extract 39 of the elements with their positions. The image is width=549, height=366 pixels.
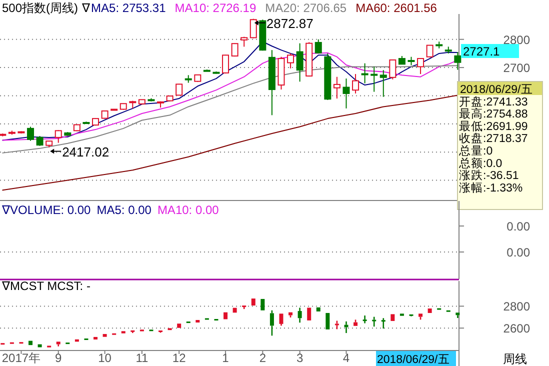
- text: MA20: 2706.65: [265, 1, 347, 15]
- chart-title: ∇MCST MCST: -: [1, 279, 90, 293]
- text: MA60: 2601.56: [356, 1, 438, 15]
- annotation: 开盘:2741.33: [459, 95, 528, 108]
- x-tick-label: 11: [136, 351, 148, 365]
- annotation: 总量:0: [458, 144, 493, 158]
- text: ∇VOLUME: 0.00: [1, 203, 92, 217]
- annotation: 最低:2691.99: [459, 120, 528, 133]
- annotation: 2872.87: [266, 16, 314, 31]
- text: 2018/06/29/五: [460, 83, 533, 96]
- annotation: 最高:2754.88: [459, 106, 528, 121]
- annotation: ∇: [81, 1, 92, 15]
- text: 0.00: [506, 220, 530, 234]
- x-tick-label: 10: [98, 351, 112, 365]
- annotation: 2417.02: [62, 144, 110, 160]
- annotation: 涨跌:-36.51: [459, 169, 519, 182]
- text: MA10: 2726.19: [174, 1, 256, 15]
- x-tick-label: 9: [55, 351, 62, 365]
- text: 0.00: [506, 246, 530, 260]
- text: 2727.1: [463, 44, 500, 58]
- y-tick-label: 2800: [503, 300, 530, 314]
- x-tick-label: 2: [259, 351, 266, 365]
- x-tick-label: 12: [172, 351, 186, 365]
- y-tick-label: 2600: [503, 322, 530, 336]
- x-tick-label: 3: [296, 351, 304, 365]
- text: MA5: 0.00: [96, 203, 152, 217]
- text: 周线: [503, 352, 527, 366]
- text: MA5: 2753.31: [91, 1, 166, 15]
- annotation: 总额:0.0: [458, 156, 502, 170]
- y-tick-label: 2700: [503, 61, 530, 76]
- x-tick-label: 4: [342, 351, 350, 365]
- text: MA10: 0.00: [157, 203, 220, 217]
- chart-title: 500指数(周线): [2, 1, 78, 15]
- text: 2018/06/29/五: [377, 353, 450, 366]
- y-tick-label: 2800: [503, 32, 530, 47]
- x-tick-label: 2017年: [2, 351, 41, 365]
- annotation: 涨幅:-1.33%: [459, 181, 523, 194]
- annotation: 收盘:2718.37: [459, 132, 528, 146]
- x-tick-label: 1: [222, 351, 230, 365]
